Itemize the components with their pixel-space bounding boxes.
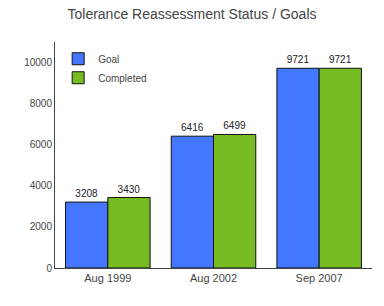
svg-text:8000: 8000: [30, 98, 53, 109]
svg-text:Tolerance Reassessment Status: Tolerance Reassessment Status / Goals: [67, 6, 316, 22]
svg-text:6416: 6416: [181, 122, 204, 133]
svg-text:Aug 2002: Aug 2002: [190, 272, 237, 284]
svg-text:Sep 2007: Sep 2007: [296, 272, 343, 284]
svg-text:6000: 6000: [30, 139, 53, 150]
svg-text:9721: 9721: [287, 54, 310, 65]
svg-text:9721: 9721: [329, 54, 352, 65]
svg-text:Goal: Goal: [98, 54, 119, 65]
svg-text:4000: 4000: [30, 180, 53, 191]
svg-text:Completed: Completed: [98, 73, 146, 84]
svg-text:6499: 6499: [223, 120, 246, 131]
svg-text:2000: 2000: [30, 221, 53, 232]
svg-text:10000: 10000: [24, 57, 52, 68]
svg-text:Aug 1999: Aug 1999: [84, 272, 131, 284]
svg-text:3208: 3208: [75, 188, 98, 199]
svg-text:0: 0: [46, 263, 52, 274]
svg-text:3430: 3430: [118, 184, 141, 195]
